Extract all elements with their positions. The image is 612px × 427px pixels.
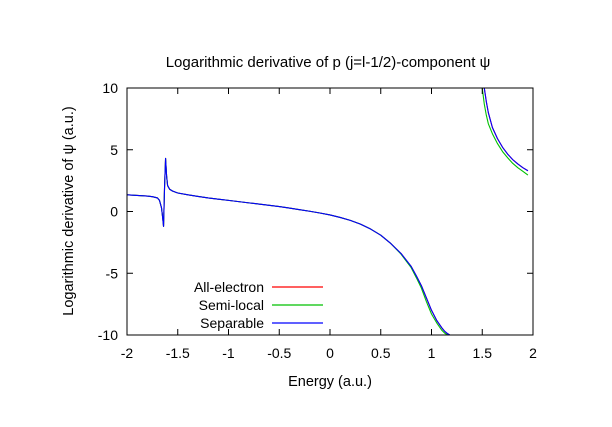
x-tick-label: 1 [428, 345, 436, 361]
legend: All-electron Semi-local Separable [194, 279, 323, 331]
x-tick-label: 0.5 [371, 345, 391, 361]
series-line-semi-local [481, 88, 529, 176]
series-line-all-electron [127, 157, 451, 335]
series-line-semi-local [127, 157, 449, 335]
y-tick-label: 5 [110, 142, 118, 158]
y-tick-label: -10 [98, 327, 118, 343]
x-tick-label: 1.5 [473, 345, 493, 361]
series-line-separable [483, 88, 529, 172]
x-axis-label: Energy (a.u.) [288, 374, 372, 390]
y-axis: -10 -5 0 5 10 [98, 80, 533, 343]
legend-label-semi-local: Semi-local [199, 297, 264, 313]
series-lines [127, 88, 529, 335]
y-tick-label: -5 [106, 265, 119, 281]
x-tick-label: -2 [121, 345, 134, 361]
x-tick-label: -1 [222, 345, 235, 361]
x-tick-label: -1.5 [166, 345, 190, 361]
x-tick-label: 2 [529, 345, 537, 361]
y-tick-label: 0 [110, 204, 118, 220]
chart-title: Logarithmic derivative of p (j=l-1/2)-co… [166, 54, 491, 71]
legend-label-separable: Separable [200, 315, 264, 331]
plot-frame [126, 87, 534, 336]
x-axis: -2 -1.5 -1 -0.5 0 0.5 1 1.5 2 [121, 88, 537, 361]
y-axis-label: Logarithmic derivative of ψ (a.u.) [61, 106, 77, 315]
legend-label-all-electron: All-electron [194, 279, 264, 295]
x-tick-label: -0.5 [267, 345, 291, 361]
x-tick-label: 0 [326, 345, 334, 361]
series-line-separable [127, 157, 451, 335]
y-tick-label: 10 [102, 80, 118, 96]
